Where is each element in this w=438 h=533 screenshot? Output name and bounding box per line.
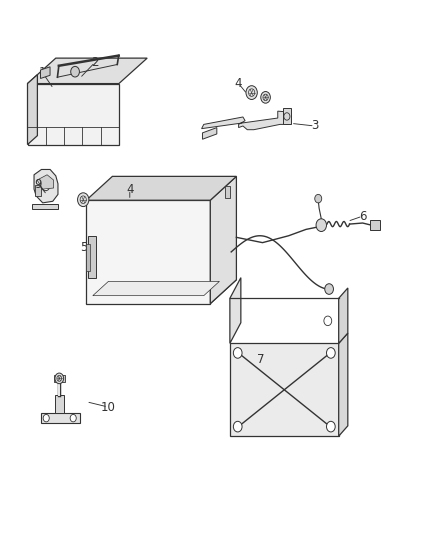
Polygon shape	[40, 67, 50, 78]
Circle shape	[325, 284, 333, 294]
Circle shape	[315, 195, 322, 203]
Polygon shape	[88, 237, 96, 278]
Text: 6: 6	[359, 209, 366, 223]
Circle shape	[71, 67, 79, 77]
Circle shape	[78, 193, 89, 207]
Polygon shape	[339, 333, 348, 436]
Circle shape	[70, 415, 76, 422]
Circle shape	[261, 92, 270, 103]
Polygon shape	[32, 204, 58, 209]
Circle shape	[55, 373, 64, 384]
Polygon shape	[339, 288, 348, 343]
Text: 1: 1	[39, 67, 46, 79]
Polygon shape	[202, 127, 217, 139]
Polygon shape	[86, 244, 90, 271]
Polygon shape	[86, 200, 210, 304]
Text: 7: 7	[257, 353, 264, 366]
Text: 2: 2	[91, 56, 99, 69]
Circle shape	[326, 421, 335, 432]
Text: 3: 3	[311, 119, 318, 133]
Text: 4: 4	[126, 183, 134, 196]
Polygon shape	[283, 109, 291, 124]
Circle shape	[326, 348, 335, 358]
Polygon shape	[86, 280, 237, 304]
Polygon shape	[55, 395, 64, 414]
Polygon shape	[230, 278, 241, 343]
Circle shape	[42, 181, 49, 191]
Text: 4: 4	[235, 77, 242, 90]
Polygon shape	[93, 281, 219, 296]
Polygon shape	[28, 84, 119, 144]
Bar	[225, 186, 230, 198]
Polygon shape	[53, 375, 65, 382]
Polygon shape	[86, 176, 237, 200]
Circle shape	[324, 316, 332, 326]
Text: 10: 10	[101, 400, 116, 414]
Polygon shape	[34, 169, 58, 203]
Polygon shape	[28, 75, 37, 144]
Circle shape	[43, 415, 49, 422]
Circle shape	[316, 219, 326, 231]
Circle shape	[246, 86, 257, 100]
Circle shape	[233, 421, 242, 432]
Polygon shape	[210, 176, 237, 304]
Polygon shape	[201, 111, 289, 130]
Text: 5: 5	[81, 241, 88, 254]
Circle shape	[233, 348, 242, 358]
Polygon shape	[230, 343, 339, 436]
Polygon shape	[41, 414, 80, 423]
Bar	[35, 185, 41, 196]
Polygon shape	[37, 175, 53, 189]
Polygon shape	[371, 220, 380, 230]
Polygon shape	[28, 58, 147, 84]
Text: 9: 9	[35, 178, 42, 191]
